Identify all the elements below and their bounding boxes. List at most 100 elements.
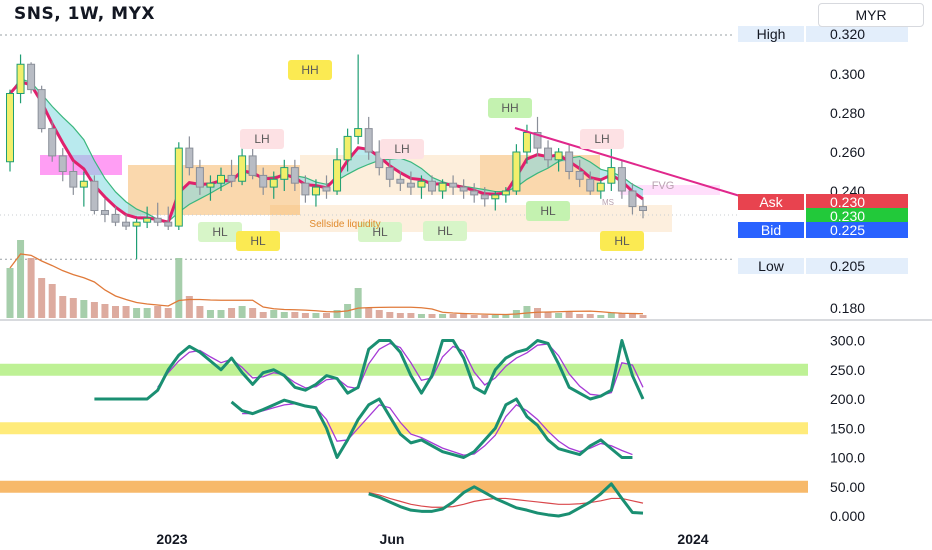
candle-body — [417, 180, 426, 188]
candle-body — [100, 210, 109, 215]
fvg-zone — [620, 185, 720, 195]
bid-label-bg — [738, 222, 804, 238]
annotation-hl: HL — [212, 225, 228, 239]
low-value: 0.205 — [830, 258, 865, 274]
bid-value-bg — [806, 222, 908, 238]
volume-bar — [460, 314, 468, 318]
volume-bar — [323, 313, 330, 318]
volume-bar — [175, 258, 183, 318]
oscillator-panel — [94, 339, 645, 518]
candle-body — [596, 182, 605, 192]
volume-bar — [154, 306, 162, 318]
annotation-box-lh — [240, 129, 284, 149]
osc-main-line-2 — [368, 482, 644, 518]
osc-main-line-0 — [94, 339, 645, 401]
volume-bar — [59, 296, 67, 318]
candle-body — [428, 180, 436, 192]
volume-bar — [502, 315, 510, 318]
volume-ma-line — [9, 253, 644, 316]
volume-bar — [196, 306, 204, 318]
osc-band-0 — [0, 363, 808, 376]
volume-bar — [164, 308, 172, 318]
candle-body — [174, 147, 183, 227]
zone-layer — [0, 155, 808, 493]
volume-bar — [565, 312, 573, 318]
candle-body — [153, 217, 162, 223]
osc-band-2 — [0, 480, 808, 493]
volume-bar — [228, 308, 236, 318]
annotation-box-hl — [198, 222, 242, 242]
osc-tick-label: 50.00 — [830, 479, 865, 495]
volume-bars — [6, 240, 647, 318]
candle-body — [396, 178, 405, 184]
candle-body — [27, 63, 36, 91]
last-value-bg — [806, 208, 908, 224]
volume-bar — [259, 312, 267, 318]
annotation-box-lh — [580, 129, 624, 149]
candle-body — [406, 182, 415, 188]
dotted-level-lines — [0, 34, 932, 321]
candle-body — [501, 190, 510, 196]
bid-label: Bid — [761, 222, 781, 238]
candle-body — [438, 182, 447, 192]
osc-tick-label: 150.0 — [830, 420, 865, 436]
volume-bar — [90, 302, 98, 318]
volume-bar — [428, 314, 436, 318]
candle-body — [111, 213, 120, 223]
candle-body — [354, 128, 363, 137]
volume-bar — [449, 314, 457, 318]
high-value: 0.320 — [830, 26, 865, 42]
annotation-lh: LH — [394, 142, 409, 156]
volume-bar — [69, 298, 77, 318]
candle-body — [6, 93, 14, 163]
volume-bar — [112, 306, 119, 318]
price-tick-label: 0.260 — [830, 144, 865, 160]
volume-bar — [312, 313, 320, 318]
volume-bar — [396, 313, 404, 318]
annotation-hl: HL — [437, 224, 453, 238]
candle-body — [343, 135, 352, 161]
candle-body — [375, 151, 384, 169]
annotation-box-hl — [358, 222, 402, 242]
candle-body — [639, 206, 647, 212]
candle-body — [322, 186, 331, 192]
volume-bar — [576, 314, 584, 318]
annotation-box-lh — [380, 139, 424, 159]
high-label: High — [757, 26, 786, 42]
volume-bar — [217, 310, 225, 318]
low-value-bg — [806, 258, 908, 274]
price-tick-label: 0.300 — [830, 66, 865, 82]
candle-body — [132, 221, 141, 227]
high-label-bg — [738, 26, 804, 42]
annotation-box-hl — [526, 201, 570, 221]
volume-bar — [417, 314, 425, 318]
candle-body — [554, 151, 563, 161]
volume-bar — [365, 308, 373, 318]
candle-body — [269, 178, 278, 188]
ask-label-bg — [738, 194, 804, 210]
candle-body — [16, 63, 25, 94]
candle-body — [238, 155, 247, 182]
candle-body — [449, 182, 458, 188]
volume-bar — [491, 315, 499, 318]
candle-body — [195, 167, 204, 188]
candle-body — [364, 128, 373, 153]
volume-bar — [628, 314, 636, 318]
annotation-box-hl — [600, 231, 644, 251]
trendline — [514, 127, 741, 197]
volume-bar — [534, 308, 541, 318]
volume-bar — [206, 310, 214, 318]
candle-body — [301, 182, 310, 196]
candle-body — [248, 155, 257, 176]
volume-bar — [555, 313, 563, 318]
price-tick-label: 0.280 — [830, 105, 865, 121]
volume-bar — [470, 315, 478, 318]
candle-body — [259, 174, 268, 188]
osc-tick-label: 200.0 — [830, 391, 865, 407]
volume-bar — [38, 278, 46, 318]
currency-button[interactable]: MYR — [818, 3, 924, 27]
annotation-label: FVG — [652, 180, 675, 192]
annotation-label: MS — [602, 198, 614, 207]
candle-body — [185, 147, 194, 169]
